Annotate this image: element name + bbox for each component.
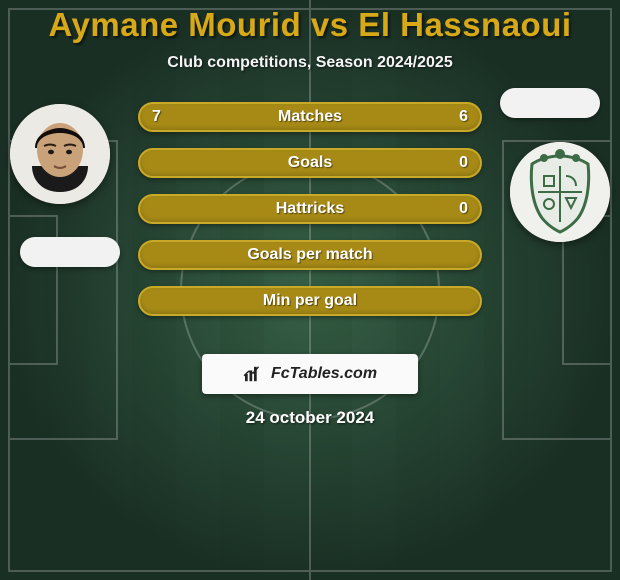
- page-title: Aymane Mourid vs El Hassnaoui: [0, 0, 620, 44]
- brand-plate: FcTables.com: [202, 354, 418, 394]
- player-left-avatar: [10, 104, 110, 204]
- stat-bar-goals: Goals 0: [138, 148, 482, 178]
- content-wrapper: Aymane Mourid vs El Hassnaoui Club compe…: [0, 0, 620, 428]
- stat-label: Goals per match: [140, 246, 480, 264]
- player-left-club-badge: [20, 237, 120, 267]
- stat-bars: 7 Matches 6 Goals 0 Hattricks 0 Goals pe…: [138, 102, 482, 316]
- stat-right-value: 0: [459, 154, 468, 172]
- stat-bar-min-per-goal: Min per goal: [138, 286, 482, 316]
- bar-chart-icon: [243, 365, 265, 383]
- stat-bar-goals-per-match: Goals per match: [138, 240, 482, 270]
- stat-label: Min per goal: [140, 292, 480, 310]
- stat-label: Matches: [140, 108, 480, 126]
- stat-label: Hattricks: [140, 200, 480, 218]
- brand-text: FcTables.com: [271, 365, 377, 383]
- player-right-club-badge: [500, 88, 600, 118]
- as-of-date: 24 october 2024: [0, 408, 620, 428]
- stat-label: Goals: [140, 154, 480, 172]
- stat-right-value: 6: [459, 108, 468, 126]
- player-right-avatar: [510, 142, 610, 242]
- page-subtitle: Club competitions, Season 2024/2025: [0, 54, 620, 72]
- stat-bar-hattricks: Hattricks 0: [138, 194, 482, 224]
- stat-bar-matches: 7 Matches 6: [138, 102, 482, 132]
- stat-right-value: 0: [459, 200, 468, 218]
- compare-zone: 7 Matches 6 Goals 0 Hattricks 0 Goals pe…: [0, 102, 620, 332]
